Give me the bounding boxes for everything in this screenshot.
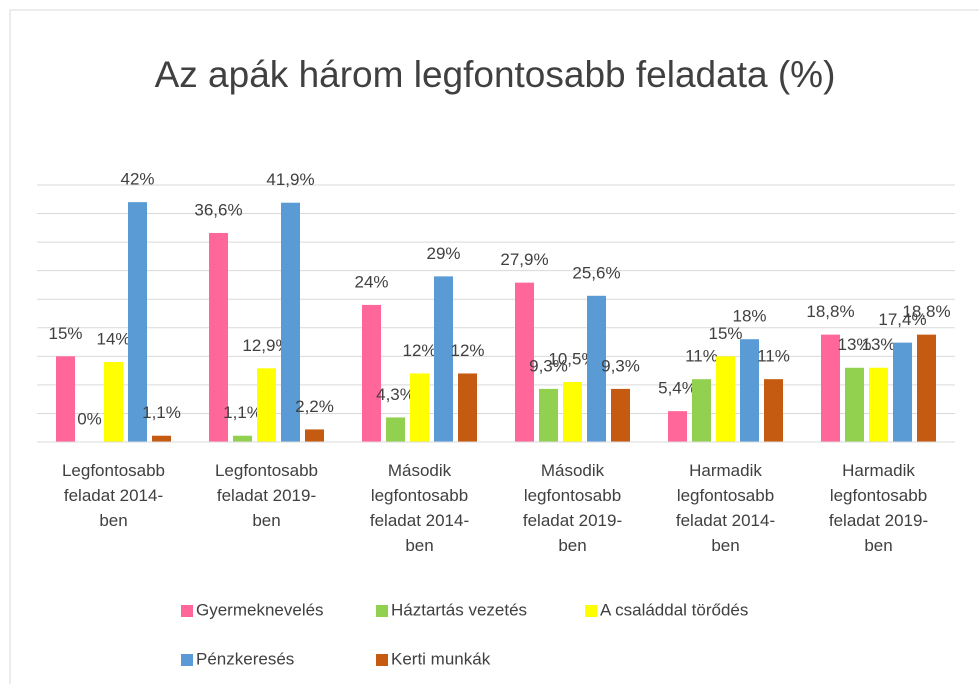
- legend-swatch: [376, 654, 388, 666]
- value-label: 18,8%: [902, 302, 950, 321]
- bar: [104, 362, 123, 442]
- value-label: 1,1%: [142, 403, 181, 422]
- bar: [515, 282, 534, 442]
- bar: [563, 382, 582, 442]
- value-label: 4,3%: [376, 385, 415, 404]
- value-label: 29%: [426, 244, 460, 263]
- value-label: 27,9%: [500, 250, 548, 269]
- legend-label: Pénzkeresés: [196, 649, 294, 668]
- legend-label: Háztartás vezetés: [391, 600, 527, 619]
- bar: [716, 356, 735, 442]
- bar: [668, 411, 687, 442]
- value-label: 36,6%: [194, 200, 242, 219]
- legend-swatch: [181, 605, 193, 617]
- bar: [152, 435, 171, 442]
- bar: [257, 368, 276, 442]
- value-label: 24%: [354, 272, 388, 291]
- legend-swatch: [181, 654, 193, 666]
- value-label: 12,9%: [242, 336, 290, 355]
- value-label: 15%: [48, 324, 82, 343]
- legend-swatch: [376, 605, 388, 617]
- bar: [764, 379, 783, 442]
- x-tick-label: Második legfontosabb feladat 2019-ben: [522, 461, 623, 555]
- bar: [692, 379, 711, 442]
- value-label: 41,9%: [266, 170, 314, 189]
- value-label: 17,4%: [878, 310, 926, 329]
- bar: [869, 367, 888, 442]
- bar: [386, 417, 405, 442]
- x-tick-label: Harmadik legfontosabb feladat 2014-ben: [675, 461, 776, 555]
- value-label: 25,6%: [572, 263, 620, 282]
- x-tick-label: Második legfontosabb feladat 2014-ben: [369, 461, 470, 555]
- chart-title: Az apák három legfontosabb feladata (%): [154, 54, 836, 95]
- legend-label: A családdal törődés: [600, 600, 748, 619]
- value-label: 10,5%: [548, 350, 596, 369]
- bar: [56, 356, 75, 442]
- value-label: 9,3%: [601, 356, 640, 375]
- value-label: 11%: [685, 347, 718, 366]
- legend-label: Kerti munkák: [391, 649, 491, 668]
- bar: [362, 304, 381, 442]
- value-label: 0%: [77, 409, 102, 428]
- chart-border: [9, 9, 979, 684]
- bar: [740, 339, 759, 442]
- value-label: 18%: [732, 307, 766, 326]
- value-label: 13%: [861, 335, 895, 354]
- bar: [305, 429, 324, 442]
- x-tick-label: Harmadik legfontosabb feladat 2019-ben: [828, 461, 929, 555]
- value-label: 14%: [96, 330, 130, 349]
- legend-swatch: [585, 605, 597, 617]
- bar: [458, 373, 477, 442]
- value-label: 1,1%: [223, 403, 262, 422]
- value-label: 15%: [708, 324, 742, 343]
- value-label: 42%: [120, 170, 154, 189]
- value-label: 9,3%: [529, 356, 568, 375]
- bar: [821, 334, 840, 442]
- value-label: 11%: [757, 347, 790, 366]
- bar: [539, 388, 558, 442]
- bar: [611, 388, 630, 442]
- bar: [233, 435, 252, 442]
- value-label: 18,8%: [806, 302, 854, 321]
- bar: [410, 373, 429, 442]
- x-tick-label: Legfontosabb feladat 2014-ben: [61, 461, 166, 530]
- bar: [281, 202, 300, 442]
- value-label: 2,2%: [295, 397, 334, 416]
- bar: [209, 232, 228, 442]
- bar: [917, 334, 936, 442]
- x-tick-label: Legfontosabb feladat 2019-ben: [214, 461, 319, 530]
- bar: [434, 276, 453, 442]
- value-label: 12%: [450, 341, 484, 360]
- bar: [587, 295, 606, 442]
- value-label: 13%: [837, 335, 871, 354]
- value-label: 12%: [402, 341, 436, 360]
- legend-label: Gyermeknevelés: [196, 600, 324, 619]
- bar: [845, 367, 864, 442]
- bar: [128, 202, 147, 442]
- value-label: 5,4%: [658, 379, 697, 398]
- bar: [893, 342, 912, 442]
